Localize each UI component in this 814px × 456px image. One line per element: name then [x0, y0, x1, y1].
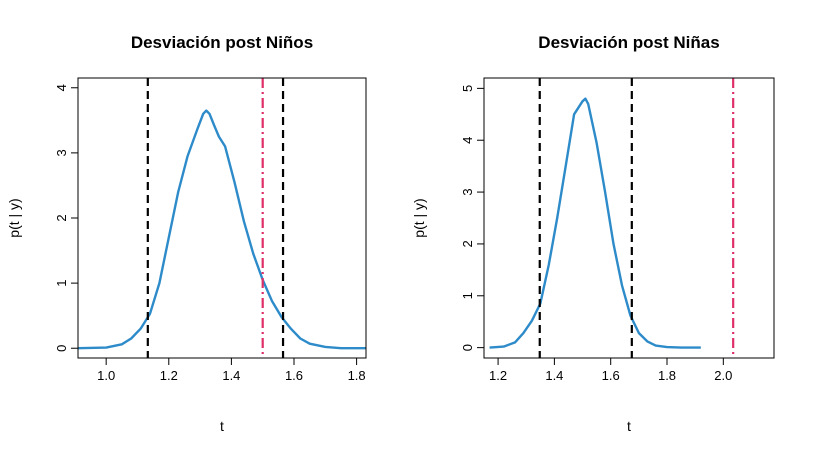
x-tick-label: 1.8: [348, 368, 366, 383]
plot-frame: [483, 77, 775, 359]
chart-marks: 1.2 1.4 1.6 1.8 2.0 0 1 2 3 4 5: [460, 78, 735, 383]
x-tick-label: 2.0: [714, 368, 732, 383]
x-tick-label: 1.4: [545, 368, 563, 383]
y-tick-label: 0: [460, 344, 475, 351]
y-tick-label: 1: [460, 292, 475, 299]
y-tick-label: 2: [460, 240, 475, 247]
y-tick-label: 3: [54, 149, 69, 156]
x-tick-label: 1.6: [285, 368, 303, 383]
chart-title: Desviación post Niñas: [538, 33, 719, 52]
y-tick-label: 1: [54, 279, 69, 286]
chart-marks: 1.0 1.2 1.4 1.6 1.8 0 1 2 3 4: [54, 78, 366, 383]
y-tick-label: 3: [460, 188, 475, 195]
y-tick-label: 5: [460, 85, 475, 92]
x-tick-label: 1.0: [97, 368, 115, 383]
y-tick-label: 4: [460, 137, 475, 144]
y-tick-label: 4: [54, 84, 69, 91]
plot-frame: [77, 77, 367, 359]
y-tick-label: 0: [54, 345, 69, 352]
chart-title: Desviación post Niños: [131, 33, 313, 52]
x-tick-label: 1.8: [658, 368, 676, 383]
chart-panel-ninos: Desviación post Niños t p(t | y) 1.0 1.2 1…: [6, 33, 367, 434]
x-tick-label: 1.2: [489, 368, 507, 383]
x-tick-label: 1.2: [160, 368, 178, 383]
y-axis-label: p(t | y): [6, 198, 22, 237]
x-axis-label: t: [220, 418, 224, 434]
y-tick-label: 2: [54, 214, 69, 221]
x-axis-label: t: [627, 418, 631, 434]
y-axis-label: p(t | y): [411, 198, 427, 237]
density-curve: [489, 97, 701, 349]
x-tick-label: 1.4: [222, 368, 240, 383]
density-curve: [77, 109, 366, 350]
x-tick-label: 1.6: [602, 368, 620, 383]
chart-panel-ninas: Desviación post Niñas t p(t | y) 1.2 1.4 1…: [411, 33, 775, 434]
